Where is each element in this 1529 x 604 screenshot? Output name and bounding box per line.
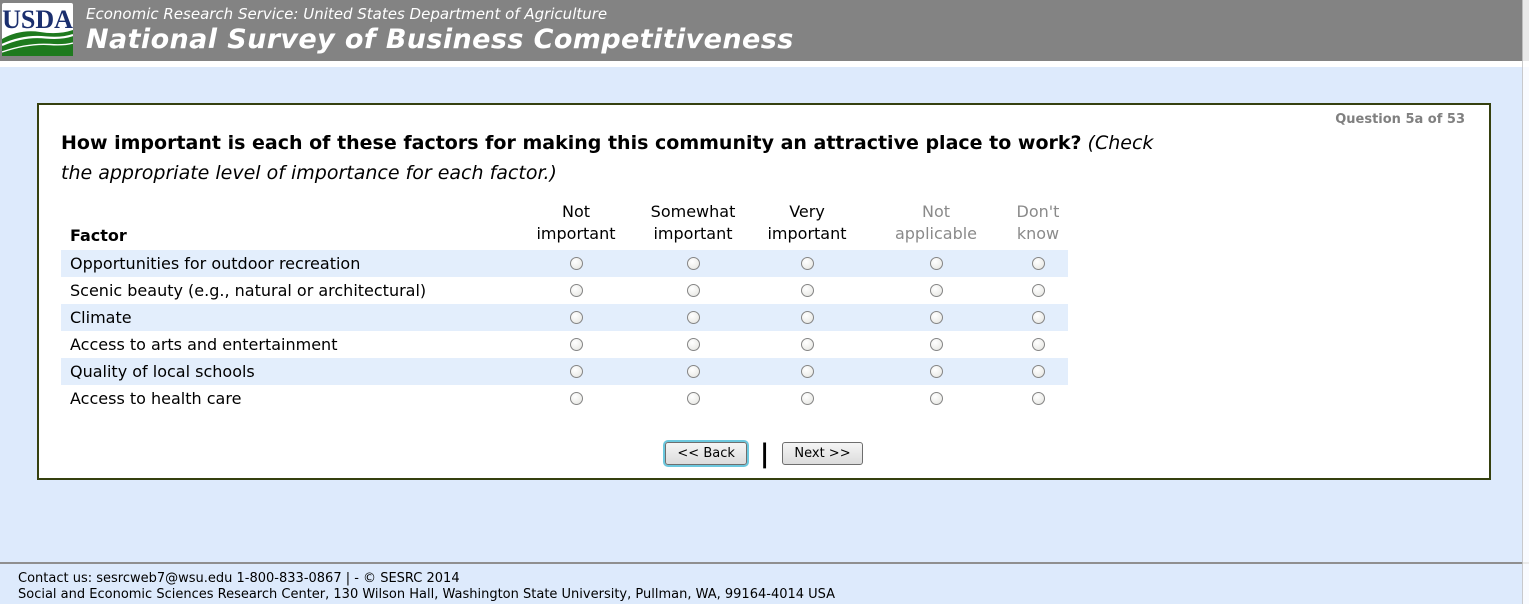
radio-row2-somewhat-important[interactable] [686, 311, 700, 324]
next-button[interactable]: Next >> [782, 442, 863, 465]
usda-logo-text: USDA [2, 5, 73, 34]
radio-row3-not-applicable[interactable] [929, 338, 943, 351]
page-footer: Contact us: sesrcweb7@wsu.edu 1-800-833-… [0, 562, 1529, 604]
app-header: USDA Economic Research Service: United S… [0, 0, 1529, 61]
radio-row5-very-important[interactable] [800, 392, 814, 405]
back-button[interactable]: << Back [665, 442, 747, 465]
radio-row1-not-applicable[interactable] [929, 284, 943, 297]
table-row: Climate [61, 304, 1068, 331]
column-header-dont-know: Don't know [1016, 202, 1060, 243]
footer-contact-line: Contact us: sesrcweb7@wsu.edu 1-800-833-… [18, 571, 460, 586]
nav-buttons: << Back | Next >> [39, 438, 1489, 469]
table-row: Access to health care [61, 385, 1068, 412]
question-instruction: (Check the appropriate level of importan… [61, 132, 1154, 184]
radio-row5-dont-know[interactable] [1031, 392, 1045, 405]
factors-table: Factor Not important Somewhat important … [61, 201, 1068, 412]
question-panel: Question 5a of 53 How important is each … [37, 103, 1491, 480]
question-prompt: How important is each of these factors f… [61, 128, 1181, 188]
radio-row1-not-important[interactable] [569, 284, 583, 297]
radio-row0-somewhat-important[interactable] [686, 257, 700, 270]
header-divider [0, 61, 1529, 67]
table-row: Opportunities for outdoor recreation [61, 250, 1068, 277]
radio-row5-somewhat-important[interactable] [686, 392, 700, 405]
radio-row3-not-important[interactable] [569, 338, 583, 351]
factor-label: Quality of local schools [70, 362, 255, 381]
factor-label: Climate [70, 308, 132, 327]
radio-row0-dont-know[interactable] [1031, 257, 1045, 270]
button-divider: | [759, 438, 770, 469]
radio-row1-somewhat-important[interactable] [686, 284, 700, 297]
factor-column-header: Factor [70, 226, 127, 245]
question-counter: Question 5a of 53 [1335, 112, 1465, 127]
radio-row4-somewhat-important[interactable] [686, 365, 700, 378]
page-edge-gutter [1522, 0, 1529, 604]
footer-address-line: Social and Economic Sciences Research Ce… [18, 587, 836, 602]
radio-row4-not-applicable[interactable] [929, 365, 943, 378]
column-header-not-applicable: Not applicable [894, 202, 978, 243]
radio-row3-very-important[interactable] [800, 338, 814, 351]
factor-label: Opportunities for outdoor recreation [70, 254, 361, 273]
radio-row5-not-important[interactable] [569, 392, 583, 405]
radio-row5-not-applicable[interactable] [929, 392, 943, 405]
factor-label: Access to health care [70, 389, 242, 408]
table-header-row: Factor Not important Somewhat important … [61, 201, 1068, 250]
table-row: Scenic beauty (e.g., natural or architec… [61, 277, 1068, 304]
radio-row2-dont-know[interactable] [1031, 311, 1045, 324]
column-header-somewhat-important: Somewhat important [650, 202, 736, 243]
factor-label: Access to arts and entertainment [70, 335, 338, 354]
usda-logo-icon: USDA [2, 3, 73, 56]
radio-row1-dont-know[interactable] [1031, 284, 1045, 297]
column-header-not-important: Not important [536, 202, 616, 243]
radio-row4-very-important[interactable] [800, 365, 814, 378]
radio-row0-not-important[interactable] [569, 257, 583, 270]
radio-row2-not-important[interactable] [569, 311, 583, 324]
radio-row0-very-important[interactable] [800, 257, 814, 270]
radio-row2-very-important[interactable] [800, 311, 814, 324]
survey-title: National Survey of Business Competitiven… [86, 24, 794, 55]
radio-row4-not-important[interactable] [569, 365, 583, 378]
radio-row2-not-applicable[interactable] [929, 311, 943, 324]
radio-row4-dont-know[interactable] [1031, 365, 1045, 378]
table-row: Quality of local schools [61, 358, 1068, 385]
table-row: Access to arts and entertainment [61, 331, 1068, 358]
radio-row1-very-important[interactable] [800, 284, 814, 297]
radio-row0-not-applicable[interactable] [929, 257, 943, 270]
radio-row3-somewhat-important[interactable] [686, 338, 700, 351]
radio-row3-dont-know[interactable] [1031, 338, 1045, 351]
agency-line: Economic Research Service: United States… [86, 5, 608, 23]
factor-label: Scenic beauty (e.g., natural or architec… [70, 281, 427, 300]
question-prompt-bold: How important is each of these factors f… [61, 132, 1082, 154]
column-header-very-important: Very important [767, 202, 847, 243]
